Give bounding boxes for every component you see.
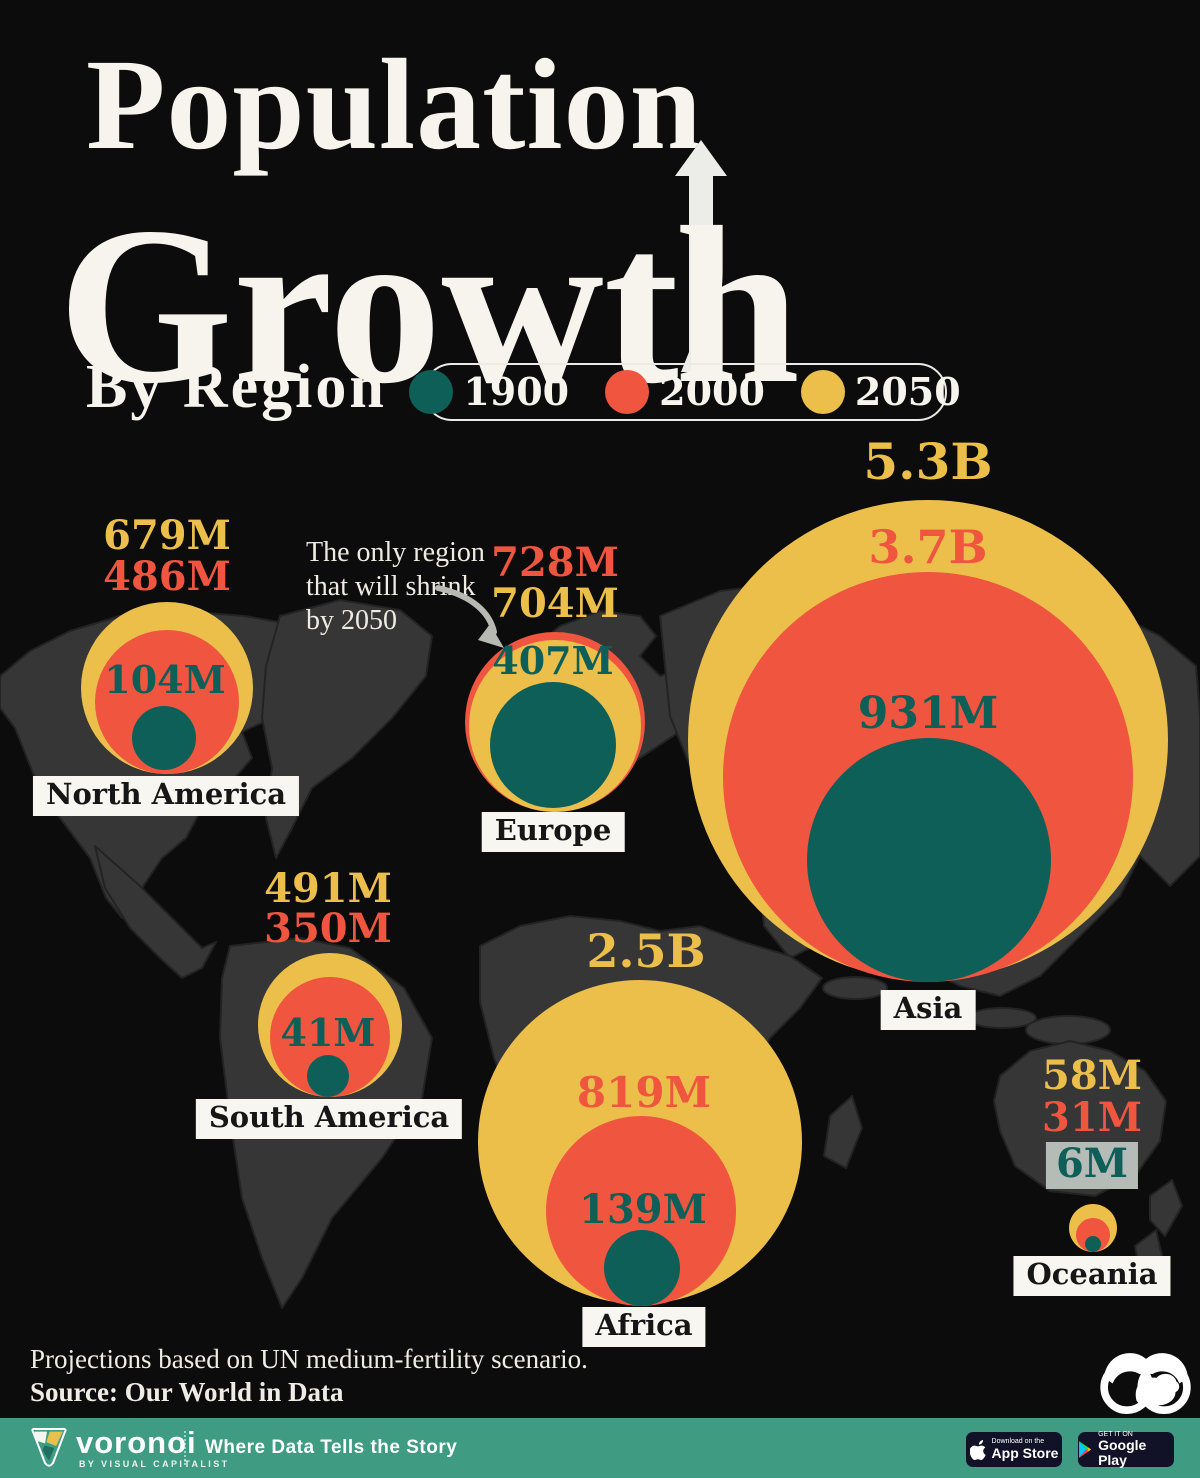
oceania-1900-circle bbox=[1085, 1236, 1101, 1252]
app-store-big-text: App Store bbox=[991, 1444, 1059, 1461]
south-america-2000-value: 350M bbox=[264, 905, 392, 952]
legend-label-2000: 2000 bbox=[659, 369, 765, 414]
north-america-2000-value: 486M bbox=[103, 553, 231, 600]
oceania-1900-value: 6M bbox=[1045, 1142, 1139, 1189]
south-america-label: South America bbox=[195, 1099, 463, 1140]
legend-dot-2000 bbox=[605, 370, 650, 414]
south-america-2050-value: 491M bbox=[264, 865, 392, 912]
google-play-badge[interactable]: GET IT ON Google Play bbox=[1078, 1431, 1174, 1469]
annotation-arrow-icon bbox=[435, 585, 504, 648]
legend-dot-2050 bbox=[800, 370, 845, 414]
map-madagascar bbox=[823, 1095, 863, 1169]
brand-name: voronoi bbox=[76, 1425, 197, 1460]
asia-2000-value: 3.7B bbox=[868, 520, 988, 574]
europe-1900-circle bbox=[490, 682, 616, 808]
legend-item-1900: 1900 bbox=[409, 370, 569, 414]
europe-1900-value: 407M bbox=[492, 638, 614, 683]
north-america-label: North America bbox=[32, 776, 300, 817]
up-arrow-icon bbox=[674, 140, 727, 372]
europe-label: Europe bbox=[481, 812, 625, 853]
app-store-small-text: Download on the bbox=[991, 1438, 1045, 1446]
south-america-1900-value: 41M bbox=[280, 1010, 376, 1055]
brand-tagline: Where Data Tells the Story bbox=[205, 1437, 458, 1458]
north-america-1900-circle bbox=[132, 706, 196, 770]
title-growth-h: h bbox=[674, 180, 800, 430]
map-island bbox=[967, 1007, 1037, 1029]
oceania-label: Oceania bbox=[1013, 1256, 1171, 1297]
europe-annotation: The only region that will shrink by 2050 bbox=[306, 537, 485, 637]
africa-2050-value: 2.5B bbox=[586, 924, 706, 978]
legend-item-2000: 2000 bbox=[605, 370, 765, 414]
asia-label: Asia bbox=[880, 990, 976, 1031]
africa-1900-circle bbox=[604, 1230, 680, 1306]
google-play-icon bbox=[1079, 1441, 1092, 1458]
footer-note: Projections based on UN medium-fertility… bbox=[30, 1344, 588, 1374]
google-play-small-text: GET IT ON bbox=[1098, 1431, 1133, 1439]
asia-2050-value: 5.3B bbox=[863, 432, 993, 491]
footer-source: Source: Our World in Data bbox=[30, 1377, 344, 1407]
map-new-zealand bbox=[1149, 1179, 1183, 1237]
page-title-line1: Population bbox=[86, 33, 703, 177]
voronoi-logo-icon bbox=[31, 1427, 67, 1467]
map-island bbox=[1025, 1015, 1111, 1045]
africa-label: Africa bbox=[582, 1307, 706, 1348]
oceania-2050-value: 58M bbox=[1042, 1052, 1142, 1099]
europe-2050-value: 704M bbox=[491, 580, 619, 627]
north-america-1900-value: 104M bbox=[104, 657, 226, 702]
google-play-big-text: Google Play bbox=[1098, 1437, 1147, 1469]
oceania-2000-value: 31M bbox=[1042, 1094, 1142, 1141]
map-island bbox=[822, 976, 888, 1000]
legend-item-2050: 2050 bbox=[800, 369, 961, 414]
page-subtitle: By Region bbox=[86, 353, 387, 421]
brand-separator bbox=[184, 1431, 186, 1465]
africa-2000-value: 819M bbox=[576, 1068, 712, 1117]
africa-1900-value: 139M bbox=[579, 1186, 707, 1233]
europe-2000-value: 728M bbox=[491, 539, 619, 586]
north-america-2050-value: 679M bbox=[103, 512, 231, 559]
brand-byline: BY VISUAL CAPITALIST bbox=[79, 1459, 230, 1469]
apple-icon bbox=[969, 1439, 986, 1460]
app-store-badge[interactable]: Download on the App Store bbox=[966, 1432, 1062, 1467]
legend-dot-1900 bbox=[409, 370, 454, 414]
voronoi-app-mascot-icon bbox=[1100, 1353, 1191, 1414]
page-title-line2: Growt h bbox=[58, 140, 800, 418]
map-mexico bbox=[94, 845, 217, 979]
title-growth-text: Growt bbox=[58, 180, 679, 430]
south-america-1900-circle bbox=[307, 1055, 349, 1097]
map-greenland bbox=[261, 599, 433, 859]
asia-1900-circle bbox=[807, 738, 1051, 982]
asia-1900-value: 931M bbox=[857, 688, 999, 739]
legend-label-2050: 2050 bbox=[854, 369, 961, 414]
legend: 1900 2000 2050 bbox=[409, 363, 961, 421]
legend-label-1900: 1900 bbox=[463, 369, 570, 414]
